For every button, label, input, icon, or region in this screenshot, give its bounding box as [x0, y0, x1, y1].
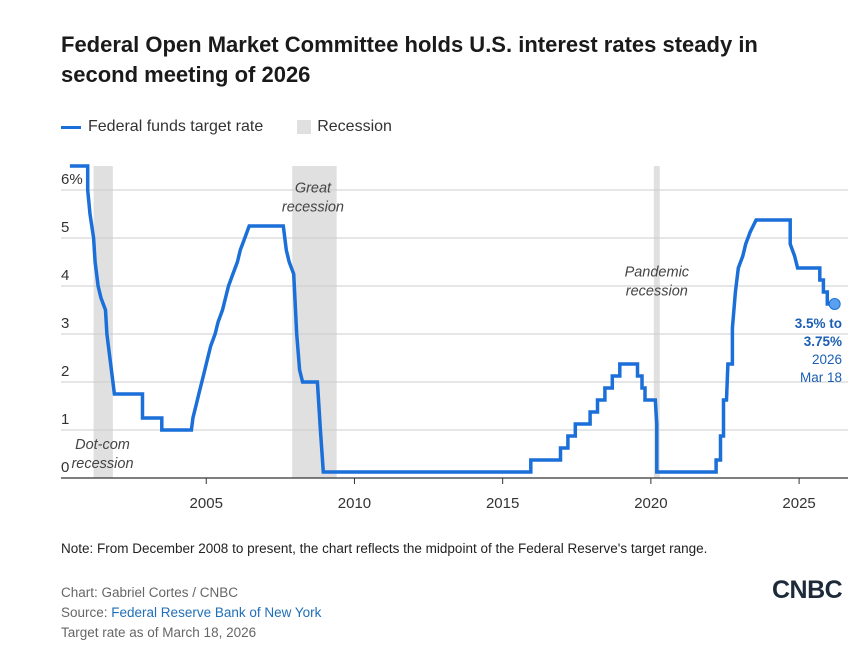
recession-band-0 — [93, 166, 113, 478]
x-tick-label-2: 2015 — [486, 495, 519, 512]
x-tick-label-0: 2005 — [190, 495, 223, 512]
as-of-date: Target rate as of March 18, 2026 — [61, 625, 257, 640]
y-tick-label-2: 2 — [61, 363, 69, 380]
legend-label-recession: Recession — [317, 118, 392, 135]
legend-item-recession: Recession — [263, 118, 392, 136]
y-tick-label-4: 4 — [61, 267, 69, 284]
y-tick-label-1: 1 — [61, 411, 69, 428]
cnbc-logo: CNBC — [772, 576, 843, 604]
rate-chart: 0 1 2 3 4 5 6% 2005 2010 2015 2020 2025 Dot-com reces… — [61, 164, 848, 512]
recession-label-0-line-0: Dot-com — [75, 437, 130, 453]
x-tick-label-4: 2025 — [782, 495, 815, 512]
annotation-value-line-0: 3.5% to — [795, 316, 842, 331]
x-tick-label-3: 2020 — [634, 495, 667, 512]
legend-item-series: Federal funds target rate — [61, 118, 263, 136]
legend-swatch-recession — [297, 120, 312, 134]
annotation-value-line-1: 3.75% — [804, 334, 842, 349]
recession-band-2 — [653, 166, 660, 478]
recession-label-0-line-1: recession — [71, 456, 133, 472]
current-rate-marker — [828, 298, 841, 310]
recession-label-1-line-0: Great — [295, 180, 332, 196]
x-tick-label-1: 2010 — [338, 495, 371, 512]
chart-credit: Chart: Gabriel Cortes / CNBC — [61, 585, 239, 600]
annotation-date-line-1: Mar 18 — [800, 370, 842, 385]
y-tick-label-3: 3 — [61, 315, 69, 332]
recession-label-2-line-1: recession — [626, 283, 688, 299]
chart-title: Federal Open Market Committee holds U.S.… — [61, 32, 758, 87]
annotation-date-line-0: 2026 — [812, 352, 842, 367]
source-line: Source: Federal Reserve Bank of New York — [61, 604, 321, 622]
source-link[interactable]: Federal Reserve Bank of New York — [111, 605, 322, 620]
recession-band-1 — [292, 166, 337, 478]
y-tick-label-0: 0 — [61, 459, 69, 476]
recession-label-1-line-1: recession — [282, 199, 344, 215]
source-prefix: Source: — [61, 605, 112, 620]
series-line-0 — [69, 164, 835, 474]
chart-note: Note: From December 2008 to present, the… — [61, 541, 708, 556]
legend-swatch-series — [61, 125, 81, 129]
chart-legend: Federal funds target rate Recession — [61, 118, 392, 136]
y-tick-label-6: 6% — [61, 171, 83, 188]
legend-label-series: Federal funds target rate — [88, 118, 264, 135]
y-tick-label-5: 5 — [61, 219, 69, 236]
recession-label-2-line-0: Pandemic — [625, 264, 690, 280]
